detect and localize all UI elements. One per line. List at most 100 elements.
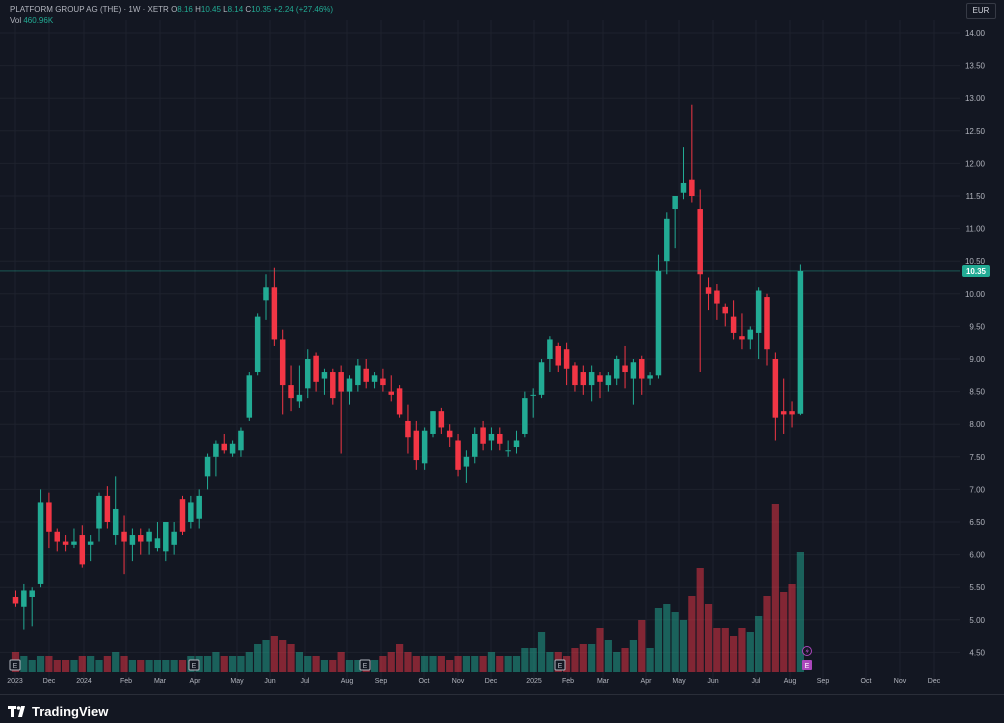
- volume-label[interactable]: Vol: [10, 16, 22, 25]
- x-tick-label: Oct: [419, 678, 430, 685]
- y-tick-label: 12.00: [965, 159, 986, 168]
- volume-bar: [730, 636, 738, 672]
- symbol-title[interactable]: PLATFORM GROUP AG (THE) · 1W · XETR: [10, 5, 169, 14]
- candle-body: [229, 443, 236, 454]
- candle-body: [497, 433, 503, 444]
- x-tick-label: Jul: [301, 678, 310, 685]
- volume-value: 460.96K: [23, 16, 54, 25]
- open-value: 8.16: [177, 5, 193, 14]
- y-tick-label: 5.50: [969, 583, 985, 592]
- volume-bar: [137, 660, 145, 672]
- candlestick-series: [0, 104, 960, 630]
- volume-bar: [245, 652, 253, 672]
- candle-body: [780, 411, 787, 415]
- volume-bar: [87, 656, 95, 672]
- volume-bar: [337, 652, 345, 672]
- candle-body: [238, 430, 244, 451]
- candle-body: [438, 411, 445, 428]
- earnings-marker: [359, 659, 371, 671]
- footer-bar: [0, 694, 1004, 723]
- candle-body: [163, 522, 169, 552]
- x-tick-label: Dec: [485, 678, 498, 685]
- volume-bar: [28, 660, 36, 672]
- candle-body: [363, 368, 369, 382]
- chart-legend: PLATFORM GROUP AG (THE) · 1W · XETR O8.1…: [10, 4, 333, 26]
- candle-body: [405, 420, 411, 438]
- volume-bar: [229, 656, 237, 672]
- volume-bar: [596, 628, 604, 672]
- price-axis[interactable]: 14.00 13.50 13.00 12.50 12.00 11.50 11.00 10.50…: [962, 29, 990, 657]
- candle-body: [413, 430, 420, 461]
- candle-body: [305, 359, 311, 389]
- currency-button[interactable]: EUR: [966, 3, 996, 19]
- candle-body: [421, 430, 428, 464]
- volume-bar: [571, 648, 579, 672]
- volume-bar: [646, 648, 654, 672]
- candle-body: [104, 495, 111, 522]
- candle-body: [204, 456, 211, 477]
- x-tick-label: 2025: [526, 678, 542, 685]
- y-tick-label: 6.50: [969, 518, 985, 527]
- candle-body: [355, 365, 361, 386]
- high-label: H: [195, 5, 201, 14]
- volume-bar: [53, 660, 61, 672]
- candle-body: [714, 290, 720, 304]
- candle-body: [772, 359, 779, 418]
- earnings-marker: [554, 659, 566, 671]
- candle-body: [121, 531, 127, 542]
- tradingview-logo[interactable]: TradingView: [8, 704, 108, 719]
- volume-bars: [11, 504, 804, 672]
- change-value: +2.24 (+27.46%): [273, 5, 334, 14]
- candle-body: [797, 270, 804, 414]
- volume-bar: [70, 660, 78, 672]
- volume-bar: [295, 652, 303, 672]
- candle-body: [338, 372, 344, 392]
- volume-bar: [738, 628, 746, 672]
- candle-body: [29, 590, 35, 597]
- volume-bar: [579, 644, 587, 672]
- volume-bar: [203, 656, 212, 672]
- earnings-marker-label: E: [558, 663, 563, 670]
- candle-body: [522, 398, 528, 434]
- candle-body: [54, 531, 60, 542]
- candle-body: [572, 365, 578, 386]
- candle-body: [221, 443, 227, 451]
- x-tick-label: Apr: [641, 678, 653, 685]
- volume-bar: [546, 652, 554, 672]
- y-tick-label: 10.00: [965, 290, 986, 299]
- y-tick-label: 7.00: [969, 485, 985, 494]
- last-price-tag: [962, 264, 990, 277]
- candle-body: [196, 495, 202, 519]
- volume-bar: [145, 660, 153, 672]
- y-tick-label: 11.50: [966, 192, 986, 201]
- chart-grid: [0, 20, 960, 686]
- volume-bar: [446, 660, 454, 672]
- volume-bar: [654, 608, 663, 672]
- volume-bar: [454, 656, 462, 672]
- candle-body: [705, 287, 712, 294]
- volume-bar: [112, 652, 120, 672]
- volume-bar: [421, 656, 429, 672]
- y-tick-label: 8.50: [969, 388, 985, 397]
- x-tick-label: Feb: [120, 678, 132, 685]
- volume-bar: [78, 656, 86, 672]
- time-axis[interactable]: 2023 Dec 2024 Feb Mar Apr May Jun Jul Aug Sep Oct No…: [7, 678, 941, 685]
- y-tick-label: 13.50: [965, 62, 986, 71]
- candle-body: [37, 502, 44, 584]
- candle-body: [563, 349, 570, 369]
- volume-bar: [746, 632, 754, 672]
- candle-body: [689, 179, 695, 196]
- x-tick-label: Oct: [861, 678, 872, 685]
- candle-body: [547, 339, 553, 359]
- volume-bar: [771, 504, 779, 672]
- volume-bar: [696, 568, 704, 672]
- close-label: C: [245, 5, 252, 14]
- candle-body: [764, 297, 770, 350]
- y-tick-label: 8.00: [969, 420, 985, 429]
- y-tick-label: 9.00: [969, 355, 985, 364]
- candle-body: [71, 541, 77, 545]
- candle-body: [213, 443, 219, 457]
- volume-bar: [312, 656, 320, 672]
